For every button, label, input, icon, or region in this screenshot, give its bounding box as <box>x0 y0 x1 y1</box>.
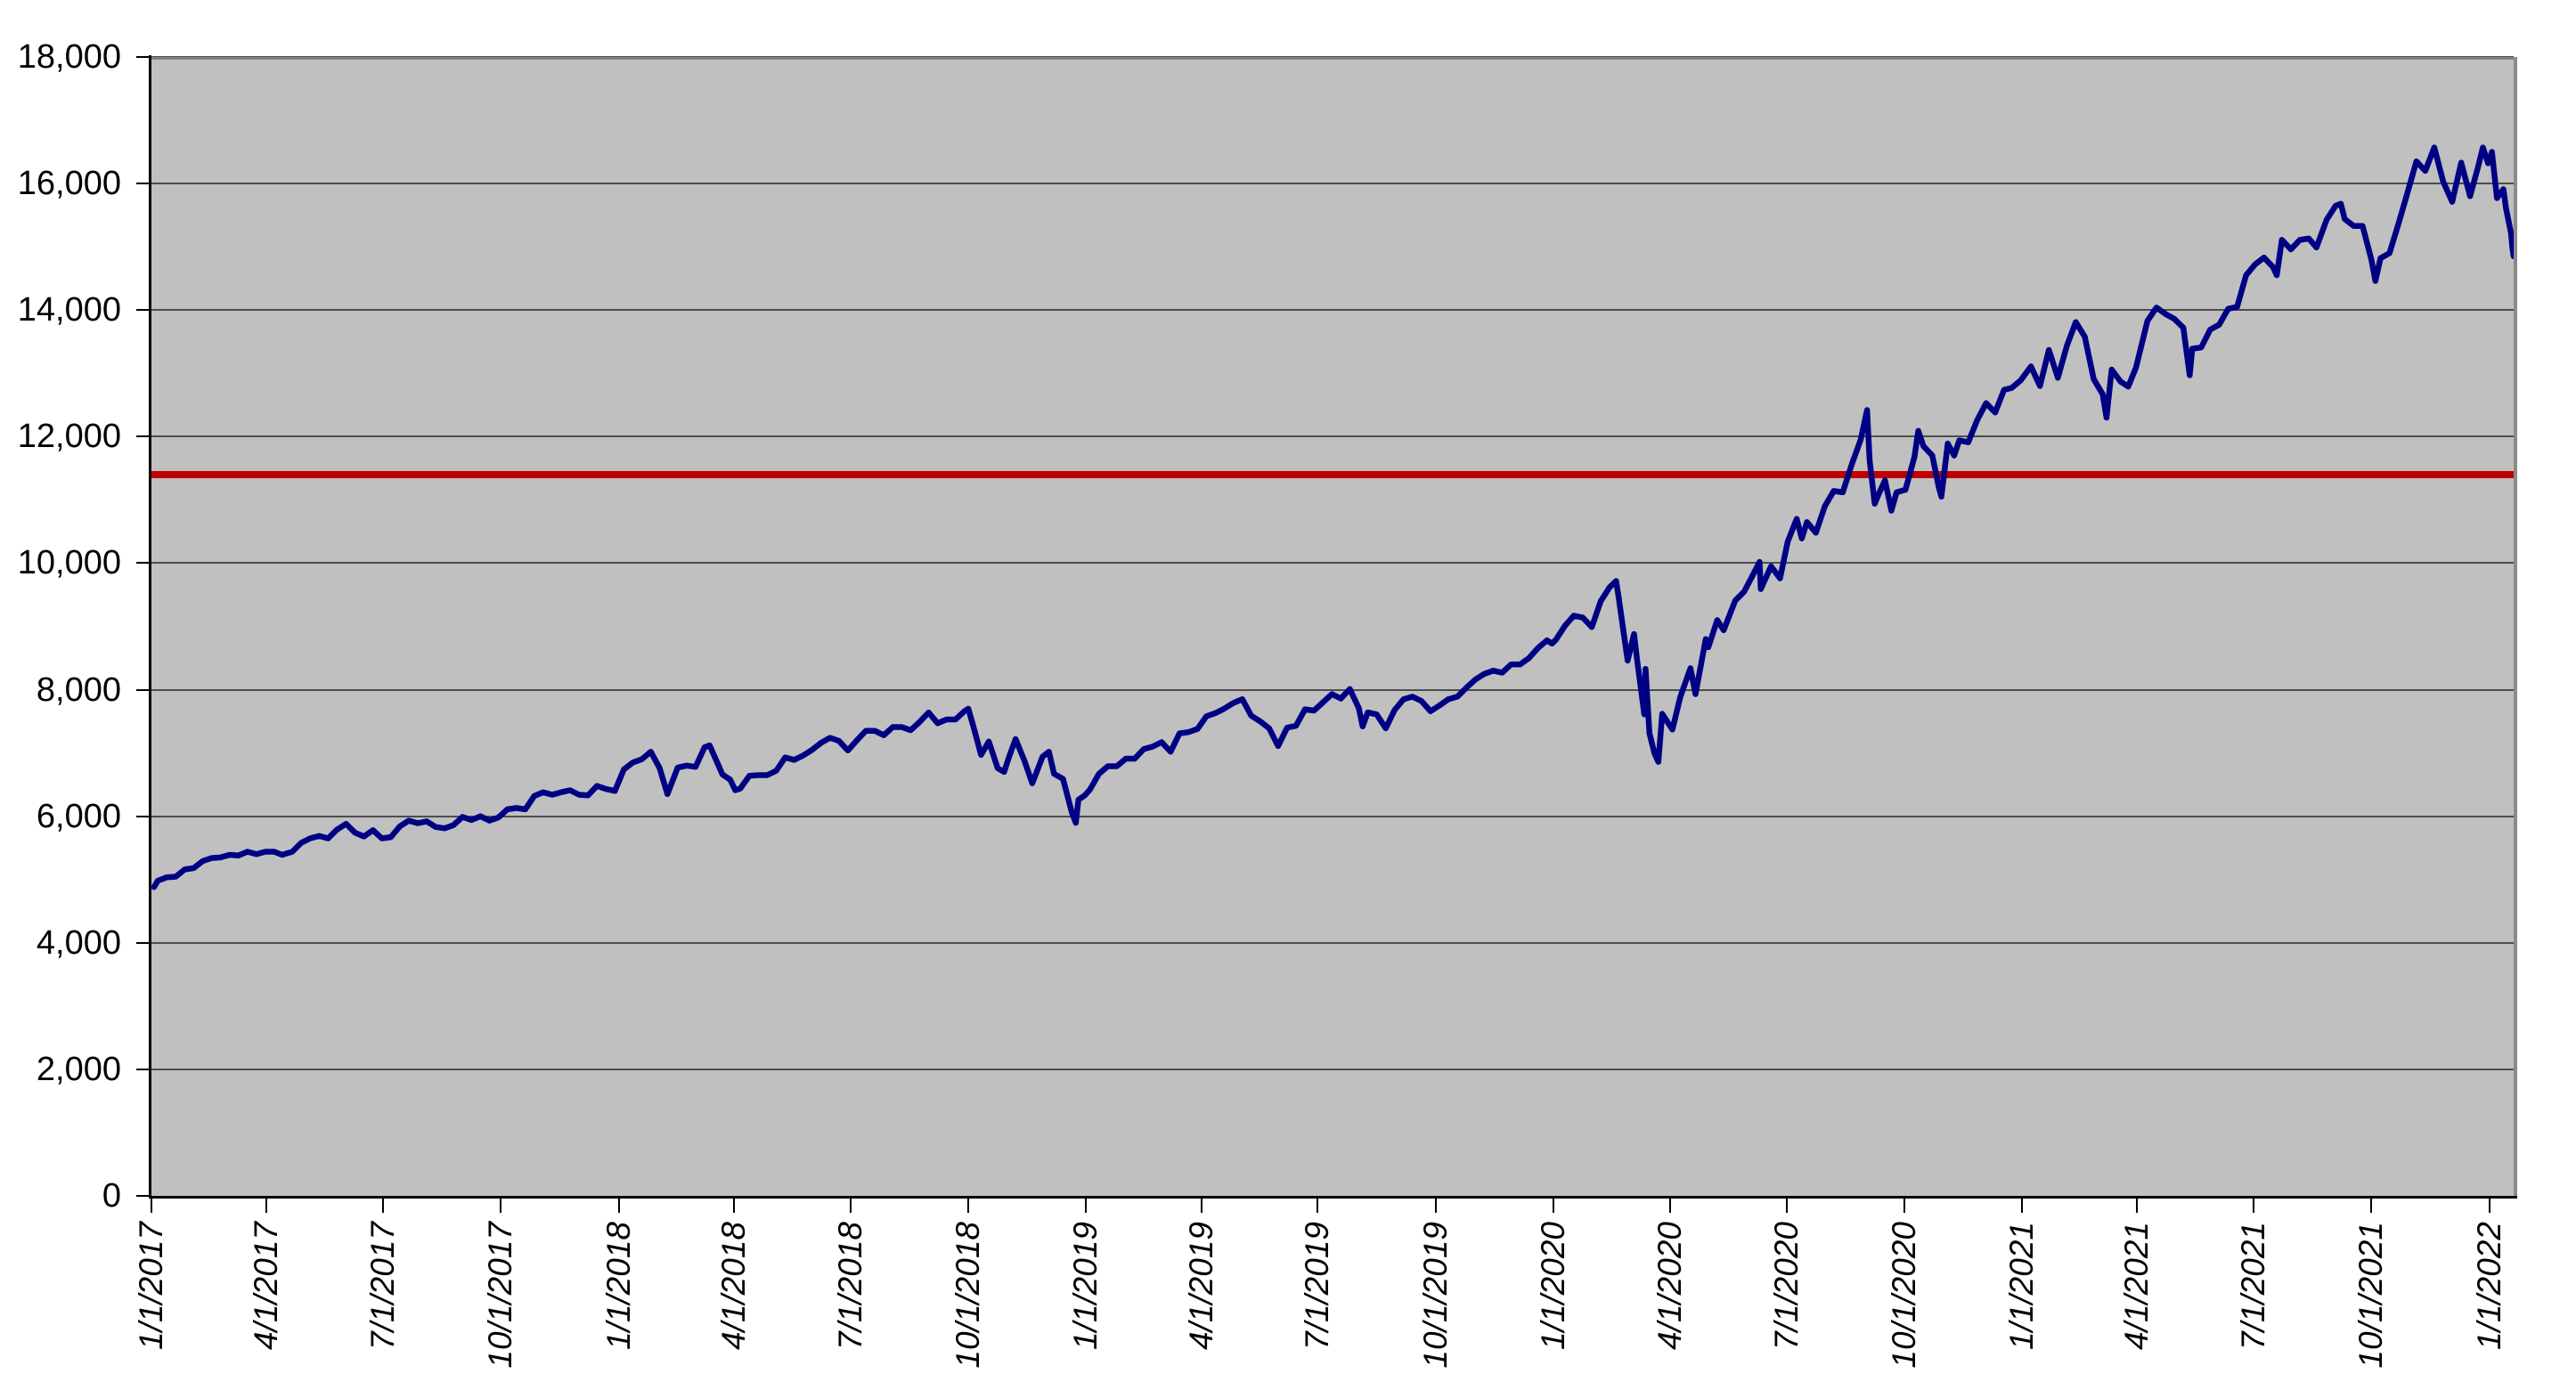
h-gridline <box>151 689 2514 691</box>
x-axis-label: 4/1/2021 <box>2118 1222 2155 1351</box>
x-axis-label: 7/1/2021 <box>2235 1222 2271 1351</box>
x-tick <box>967 1199 969 1213</box>
x-tick <box>2489 1199 2490 1213</box>
x-axis-line <box>149 1196 2517 1199</box>
y-axis-label: 14,000 <box>17 291 121 329</box>
x-axis-label: 10/1/2020 <box>1886 1222 1922 1369</box>
price-series-svg <box>151 144 2514 890</box>
x-axis-label: 7/1/2017 <box>364 1222 401 1351</box>
x-axis-label: 10/1/2018 <box>950 1222 986 1369</box>
price-series-path <box>151 144 2514 890</box>
x-axis-label: 1/1/2022 <box>2471 1222 2507 1351</box>
h-gridline <box>151 183 2514 184</box>
y-tick <box>136 435 150 437</box>
y-axis-label: 4,000 <box>36 924 121 962</box>
y-axis-label: 0 <box>102 1177 121 1215</box>
x-axis-label: 1/1/2017 <box>133 1222 169 1351</box>
h-gridline <box>151 309 2514 311</box>
x-axis-label: 4/1/2017 <box>248 1222 284 1351</box>
x-tick <box>151 1199 152 1213</box>
x-tick <box>500 1199 501 1213</box>
y-tick <box>136 562 150 564</box>
x-tick <box>1317 1199 1318 1213</box>
x-tick <box>382 1199 384 1213</box>
x-tick <box>2253 1199 2254 1213</box>
x-axis-label: 1/1/2021 <box>2003 1222 2040 1351</box>
x-tick <box>2136 1199 2138 1213</box>
plot-right-border <box>2514 57 2517 1198</box>
y-axis-label: 12,000 <box>17 418 121 455</box>
y-axis-label: 16,000 <box>17 165 121 202</box>
x-tick <box>1553 1199 1554 1213</box>
y-axis-line <box>149 55 151 1199</box>
reference-line <box>151 471 2514 478</box>
x-axis-label: 1/1/2018 <box>600 1222 637 1351</box>
y-tick <box>136 56 150 58</box>
y-tick <box>136 1195 150 1197</box>
x-axis-label: 7/1/2019 <box>1299 1222 1335 1351</box>
y-axis-label: 2,000 <box>36 1051 121 1088</box>
h-gridline <box>151 435 2514 437</box>
y-tick <box>136 1069 150 1070</box>
x-axis-label: 10/1/2017 <box>482 1222 518 1369</box>
y-tick <box>136 816 150 817</box>
x-axis-label: 1/1/2020 <box>1535 1222 1571 1351</box>
x-tick <box>1201 1199 1202 1213</box>
x-tick <box>1786 1199 1788 1213</box>
x-tick <box>733 1199 735 1213</box>
x-tick <box>1669 1199 1671 1213</box>
y-tick <box>136 183 150 184</box>
x-axis-label: 7/1/2018 <box>832 1222 868 1351</box>
x-axis-label: 4/1/2018 <box>715 1222 752 1351</box>
y-axis-label: 18,000 <box>17 38 121 76</box>
x-tick <box>2370 1199 2372 1213</box>
x-tick <box>1435 1199 1437 1213</box>
x-tick <box>850 1199 852 1213</box>
y-tick <box>136 309 150 311</box>
x-tick <box>618 1199 620 1213</box>
h-gridline <box>151 562 2514 564</box>
x-axis-label: 1/1/2019 <box>1067 1222 1104 1351</box>
x-tick <box>2021 1199 2023 1213</box>
h-gridline <box>151 816 2514 817</box>
x-axis-label: 4/1/2019 <box>1183 1222 1219 1351</box>
h-gridline <box>151 1069 2514 1070</box>
x-tick <box>1903 1199 1905 1213</box>
y-axis-label: 6,000 <box>36 798 121 835</box>
y-axis-label: 10,000 <box>17 544 121 581</box>
plot-top-border <box>151 57 2517 60</box>
x-tick <box>265 1199 267 1213</box>
x-axis-label: 10/1/2021 <box>2352 1222 2389 1369</box>
plot-area <box>151 57 2514 1196</box>
x-axis-label: 10/1/2019 <box>1417 1222 1454 1369</box>
x-tick <box>1085 1199 1087 1213</box>
y-tick <box>136 689 150 691</box>
h-gridline <box>151 942 2514 944</box>
y-axis-label: 8,000 <box>36 671 121 709</box>
x-axis-label: 7/1/2020 <box>1768 1222 1805 1351</box>
x-axis-label: 4/1/2020 <box>1651 1222 1688 1351</box>
y-tick <box>136 942 150 944</box>
